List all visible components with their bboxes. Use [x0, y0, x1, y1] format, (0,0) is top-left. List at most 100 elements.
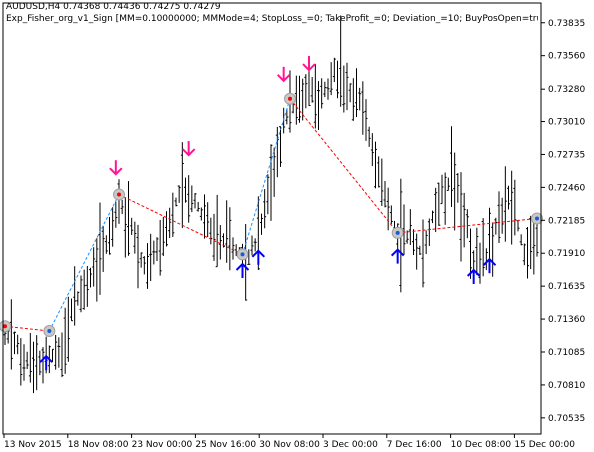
ohlc-bar — [32, 341, 35, 394]
sell-arrow-head — [302, 63, 316, 72]
buy-arrow-head — [235, 262, 250, 271]
ohlc-bar — [171, 192, 175, 237]
ohlc-bar — [336, 60, 339, 99]
ohlc-bar — [301, 78, 305, 121]
ohlc-bar — [139, 252, 143, 268]
ohlc-bar — [279, 126, 282, 167]
ohlc-bar — [25, 351, 29, 370]
ohlc-bar — [529, 215, 533, 270]
ohlc-bar — [342, 65, 346, 113]
price-tick-label: 0.73280 — [548, 85, 585, 95]
buy-arrow-head — [466, 268, 481, 277]
buy-arrow-icon — [390, 248, 405, 264]
ohlc-bar — [440, 174, 444, 205]
ohlc-bar — [104, 235, 108, 254]
signal-arrows — [39, 56, 497, 371]
ohlc-bar — [412, 229, 415, 256]
ohlc-bar — [469, 228, 472, 279]
signal-point — [43, 325, 56, 338]
buy-arrow-icon — [466, 268, 481, 284]
sell-arrow-head — [276, 74, 291, 83]
ohlc-bar — [177, 185, 181, 203]
signal-point-dot — [395, 230, 400, 235]
ohlc-bar — [453, 152, 457, 231]
ohlc-bar — [526, 227, 529, 279]
ohlc-bar — [386, 187, 390, 231]
ohlc-bar — [326, 78, 330, 100]
ohlc-bar — [275, 126, 279, 178]
ohlc-bar — [22, 344, 26, 381]
ohlc-bar — [190, 185, 194, 213]
ohlc-bar — [260, 213, 263, 235]
signal-point — [0, 320, 11, 333]
time-axis: 13 Nov 2015 18 Nov 08:00 23 Nov 00:00 25 No… — [3, 434, 575, 450]
ohlc-bar — [66, 296, 70, 362]
ohlc-bar — [114, 201, 118, 228]
ohlc-bar — [503, 166, 507, 242]
ohlc-bar — [472, 250, 476, 271]
chart-frame — [2, 2, 542, 435]
buy-arrow-head — [39, 354, 53, 363]
signal-point-dot — [288, 96, 292, 101]
signal-point-dot — [47, 329, 52, 334]
ohlc-bar — [418, 245, 422, 256]
ohlc-bar — [38, 350, 42, 376]
ohlc-bar — [212, 213, 216, 261]
ohlc-bar — [285, 109, 289, 125]
ohlc-bar — [339, 15, 343, 107]
ohlc-bar — [142, 256, 146, 275]
ohlc-bar — [16, 334, 20, 355]
signal-point-dot — [3, 324, 7, 329]
ohlc-bar — [459, 172, 463, 262]
ohlc-bar — [152, 240, 156, 265]
ohlc-bar — [101, 225, 105, 272]
ohlc-bar — [117, 179, 121, 224]
ohlc-bar — [522, 243, 526, 266]
time-tick-label: 18 Nov 08:00 — [68, 440, 129, 450]
ohlc-bar — [269, 144, 273, 221]
ohlc-bar — [351, 78, 355, 121]
signal-point-dot — [117, 192, 121, 197]
buy-arrow-icon — [39, 354, 53, 371]
ohlc-bar — [168, 207, 172, 239]
ohlc-bar — [225, 200, 229, 263]
ohlc-bar — [266, 174, 270, 215]
ohlc-bar — [332, 57, 336, 83]
ohlc-bar — [82, 269, 86, 310]
ohlc-bar — [484, 248, 488, 271]
buy-arrow-icon — [251, 249, 266, 265]
signal-point — [236, 248, 249, 261]
signal-line-segment — [289, 98, 399, 234]
ohlc-bar — [13, 331, 16, 355]
price-tick-label: 0.71085 — [548, 348, 585, 358]
ohlc-bar — [408, 209, 412, 246]
ohlc-bar — [434, 187, 438, 233]
ohlc-bar — [111, 207, 115, 247]
ohlc-bar — [247, 249, 251, 265]
ohlc-bar — [516, 220, 520, 232]
price-axis: 0.73835 0.73560 0.73280 0.73010 0.72735 0.724… — [541, 19, 585, 424]
ohlc-bar — [54, 334, 58, 370]
expert-parameters-header: Exp_Fisher_org_v1_Sign [MM=0.10000000; M… — [6, 14, 538, 24]
ohlc-bar — [494, 217, 498, 235]
ohlc-bar — [95, 238, 99, 302]
ohlc-bar — [73, 266, 77, 326]
ohlc-bar — [127, 181, 130, 256]
ohlc-bar — [307, 67, 311, 107]
signal-point-dot — [535, 216, 539, 221]
ohlc-bar — [323, 81, 327, 98]
ohlc-bar — [367, 126, 371, 147]
ohlc-bar — [370, 133, 374, 167]
ohlc-bar — [263, 189, 267, 229]
buy-arrow-head — [251, 249, 266, 258]
ohlc-bar — [35, 335, 39, 391]
ohlc-bar — [108, 217, 111, 255]
ohlc-bar — [272, 147, 276, 197]
ohlc-bar — [431, 210, 434, 224]
ohlc-bar — [184, 177, 187, 203]
ohlc-bar — [310, 76, 314, 103]
sell-arrow-head — [181, 148, 196, 157]
ohlc-bar — [475, 227, 479, 276]
ohlc-bar — [437, 182, 441, 226]
